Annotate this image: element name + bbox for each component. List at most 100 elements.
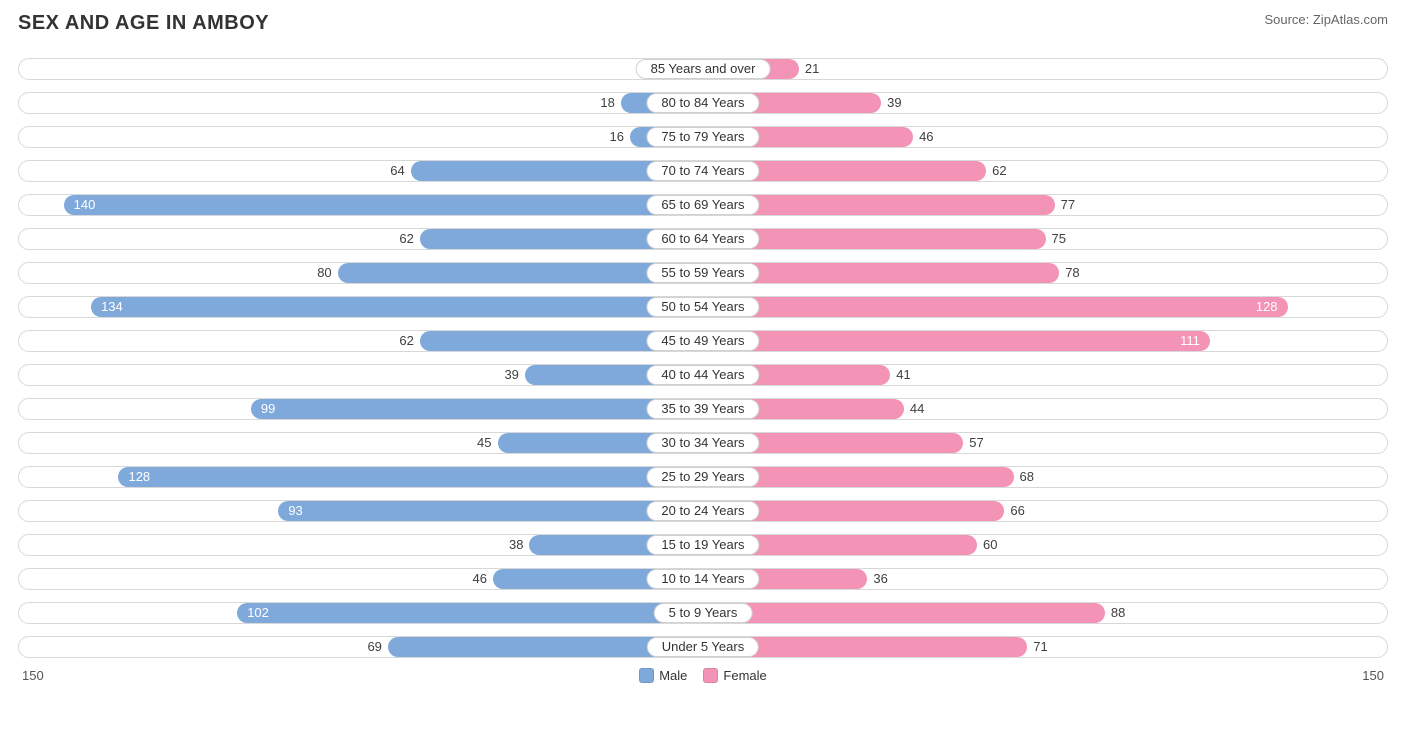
male-half: 18 bbox=[18, 87, 703, 118]
female-value: 111 bbox=[1180, 333, 1200, 348]
female-value: 21 bbox=[799, 61, 819, 76]
male-half: 16 bbox=[18, 121, 703, 152]
age-group-label: 50 to 54 Years bbox=[646, 297, 759, 317]
age-group-label: 55 to 59 Years bbox=[646, 263, 759, 283]
male-value: 62 bbox=[399, 231, 419, 246]
female-value: 75 bbox=[1046, 231, 1066, 246]
female-value: 128 bbox=[1256, 299, 1278, 314]
male-bar: 134 bbox=[91, 297, 703, 317]
legend-swatch-female bbox=[703, 668, 718, 683]
age-group-label: 35 to 39 Years bbox=[646, 399, 759, 419]
age-group-label: 40 to 44 Years bbox=[646, 365, 759, 385]
pyramid-row: 46 3610 to 14 Years bbox=[18, 563, 1388, 594]
male-half: 62 bbox=[18, 223, 703, 254]
legend-label-female: Female bbox=[723, 668, 766, 683]
axis-label-left: 150 bbox=[22, 668, 44, 683]
pyramid-row: 102185 Years and over bbox=[18, 53, 1388, 84]
female-value: 60 bbox=[977, 537, 997, 552]
male-half: 46 bbox=[18, 563, 703, 594]
age-group-label: 70 to 74 Years bbox=[646, 161, 759, 181]
pyramid-row: 6211145 to 49 Years bbox=[18, 325, 1388, 356]
pyramid-row: 99 44 35 to 39 Years bbox=[18, 393, 1388, 424]
male-half: 45 bbox=[18, 427, 703, 458]
female-half: 75 bbox=[703, 223, 1388, 254]
male-value: 62 bbox=[399, 333, 419, 348]
pyramid-row: 134 128 50 to 54 Years bbox=[18, 291, 1388, 322]
pyramid-row: 455730 to 34 Years bbox=[18, 427, 1388, 458]
female-value: 78 bbox=[1059, 265, 1079, 280]
female-half: 44 bbox=[703, 393, 1388, 424]
age-group-label: 10 to 14 Years bbox=[646, 569, 759, 589]
male-value: 102 bbox=[247, 605, 269, 620]
age-group-label: 80 to 84 Years bbox=[646, 93, 759, 113]
pyramid-row: 39 41 40 to 44 Years bbox=[18, 359, 1388, 390]
female-value: 44 bbox=[904, 401, 924, 416]
female-half: 21 bbox=[703, 53, 1388, 84]
chart-legend: Male Female bbox=[639, 668, 767, 683]
female-half: 88 bbox=[703, 597, 1388, 628]
male-value: 93 bbox=[288, 503, 302, 518]
female-value: 57 bbox=[963, 435, 983, 450]
pyramid-row: 38 60 15 to 19 Years bbox=[18, 529, 1388, 560]
pyramid-row: 64 62 70 to 74 Years bbox=[18, 155, 1388, 186]
female-value: 62 bbox=[986, 163, 1006, 178]
male-value: 80 bbox=[317, 265, 337, 280]
legend-item-male: Male bbox=[639, 668, 687, 683]
female-half: 77 bbox=[703, 189, 1388, 220]
male-value: 134 bbox=[101, 299, 123, 314]
female-half: 36 bbox=[703, 563, 1388, 594]
female-half: 60 bbox=[703, 529, 1388, 560]
male-half: 62 bbox=[18, 325, 703, 356]
pyramid-row: 93 66 20 to 24 Years bbox=[18, 495, 1388, 526]
male-half: 39 bbox=[18, 359, 703, 390]
male-bar: 128 bbox=[118, 467, 703, 487]
pyramid-row: 102 88 5 to 9 Years bbox=[18, 597, 1388, 628]
pyramid-row: 62 75 60 to 64 Years bbox=[18, 223, 1388, 254]
female-half: 111 bbox=[703, 325, 1388, 356]
female-half: 41 bbox=[703, 359, 1388, 390]
male-bar: 99 bbox=[251, 399, 703, 419]
age-group-label: 5 to 9 Years bbox=[654, 603, 753, 623]
male-value: 38 bbox=[509, 537, 529, 552]
female-value: 66 bbox=[1004, 503, 1024, 518]
chart-header: SEX AND AGE IN AMBOY Source: ZipAtlas.co… bbox=[18, 12, 1388, 35]
male-value: 16 bbox=[609, 129, 629, 144]
male-half: 80 bbox=[18, 257, 703, 288]
axis-label-right: 150 bbox=[1362, 668, 1384, 683]
female-bar: 111 bbox=[703, 331, 1210, 351]
age-group-label: 20 to 24 Years bbox=[646, 501, 759, 521]
female-half: 71 bbox=[703, 631, 1388, 662]
male-half: 99 bbox=[18, 393, 703, 424]
male-value: 64 bbox=[390, 163, 410, 178]
pyramid-row: 69 71 Under 5 Years bbox=[18, 631, 1388, 662]
age-group-label: 65 to 69 Years bbox=[646, 195, 759, 215]
male-half: 93 bbox=[18, 495, 703, 526]
male-bar: 102 bbox=[237, 603, 703, 623]
male-half: 134 bbox=[18, 291, 703, 322]
pyramid-row: 140 7765 to 69 Years bbox=[18, 189, 1388, 220]
female-value: 68 bbox=[1014, 469, 1034, 484]
pyramid-row: 18 3980 to 84 Years bbox=[18, 87, 1388, 118]
male-value: 46 bbox=[472, 571, 492, 586]
male-half: 10 bbox=[18, 53, 703, 84]
female-half: 128 bbox=[703, 291, 1388, 322]
male-value: 99 bbox=[261, 401, 275, 416]
female-half: 66 bbox=[703, 495, 1388, 526]
female-value: 88 bbox=[1105, 605, 1125, 620]
population-pyramid-chart: 102185 Years and over183980 to 84 Years1… bbox=[18, 53, 1388, 662]
male-value: 18 bbox=[600, 95, 620, 110]
age-group-label: Under 5 Years bbox=[647, 637, 759, 657]
female-value: 71 bbox=[1027, 639, 1047, 654]
female-value: 41 bbox=[890, 367, 910, 382]
chart-footer: 150 Male Female 150 bbox=[18, 668, 1388, 683]
age-group-label: 15 to 19 Years bbox=[646, 535, 759, 555]
male-value: 45 bbox=[477, 435, 497, 450]
male-value: 69 bbox=[367, 639, 387, 654]
age-group-label: 60 to 64 Years bbox=[646, 229, 759, 249]
female-half: 68 bbox=[703, 461, 1388, 492]
male-value: 140 bbox=[74, 197, 96, 212]
pyramid-row: 80 78 55 to 59 Years bbox=[18, 257, 1388, 288]
pyramid-row: 164675 to 79 Years bbox=[18, 121, 1388, 152]
female-half: 39 bbox=[703, 87, 1388, 118]
male-half: 140 bbox=[18, 189, 703, 220]
